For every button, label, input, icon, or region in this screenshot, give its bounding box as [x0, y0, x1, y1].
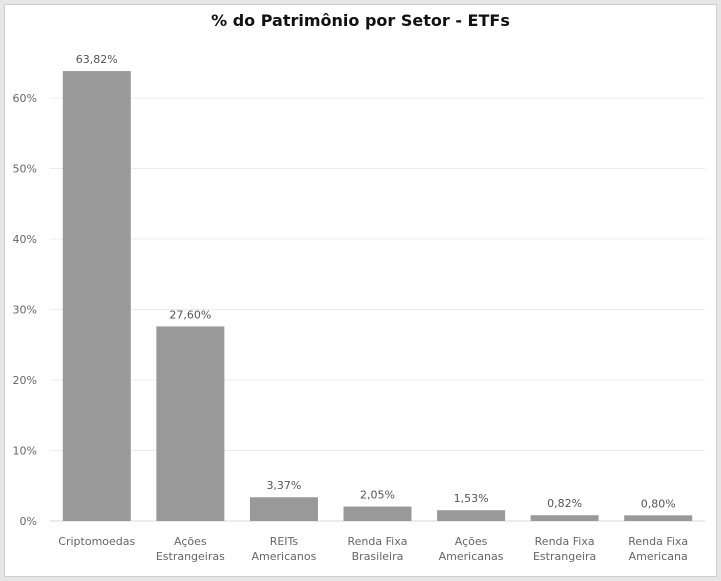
bar-chart: 0% 10% 20% 30% 40% 50% 60% 63,82% Criptomoedas 27…	[13, 53, 705, 563]
data-label: 27,60%	[169, 308, 211, 321]
y-tick-label: 40%	[13, 233, 37, 246]
data-label: 3,37%	[266, 479, 301, 492]
data-label: 1,53%	[454, 492, 489, 505]
y-tick-label: 60%	[13, 92, 37, 105]
bar[interactable]	[62, 71, 131, 521]
bar[interactable]	[624, 515, 693, 521]
data-label: 63,82%	[76, 53, 118, 66]
category-label: Ações Estrangeiras	[156, 535, 225, 563]
y-tick-label: 20%	[13, 374, 37, 387]
bar[interactable]	[530, 515, 599, 521]
bar[interactable]	[156, 326, 225, 521]
data-label: 2,05%	[360, 489, 395, 502]
chart-title: % do Patrimônio por Setor - ETFs	[211, 11, 510, 30]
bar[interactable]	[249, 497, 318, 521]
y-tick-label: 10%	[13, 445, 37, 458]
category-label: Renda Fixa Brasileira	[348, 535, 408, 563]
data-label: 0,80%	[641, 497, 676, 510]
y-tick-label: 50%	[13, 163, 37, 176]
category-label: Ações Americanas	[439, 535, 504, 563]
category-label: REITs Americanos	[252, 535, 317, 563]
bar[interactable]	[343, 506, 412, 521]
y-tick-label: 30%	[13, 304, 37, 317]
chart-frame: % do Patrimônio por Setor - ETFs 0% 10% 20…	[4, 4, 717, 577]
y-tick-label: 0%	[20, 515, 37, 528]
category-label: Renda Fixa Americana	[628, 535, 688, 563]
data-label: 0,82%	[547, 497, 582, 510]
category-label: Renda Fixa Estrangeira	[533, 535, 596, 563]
bar[interactable]	[437, 510, 506, 521]
category-label: Criptomoedas	[58, 535, 135, 548]
